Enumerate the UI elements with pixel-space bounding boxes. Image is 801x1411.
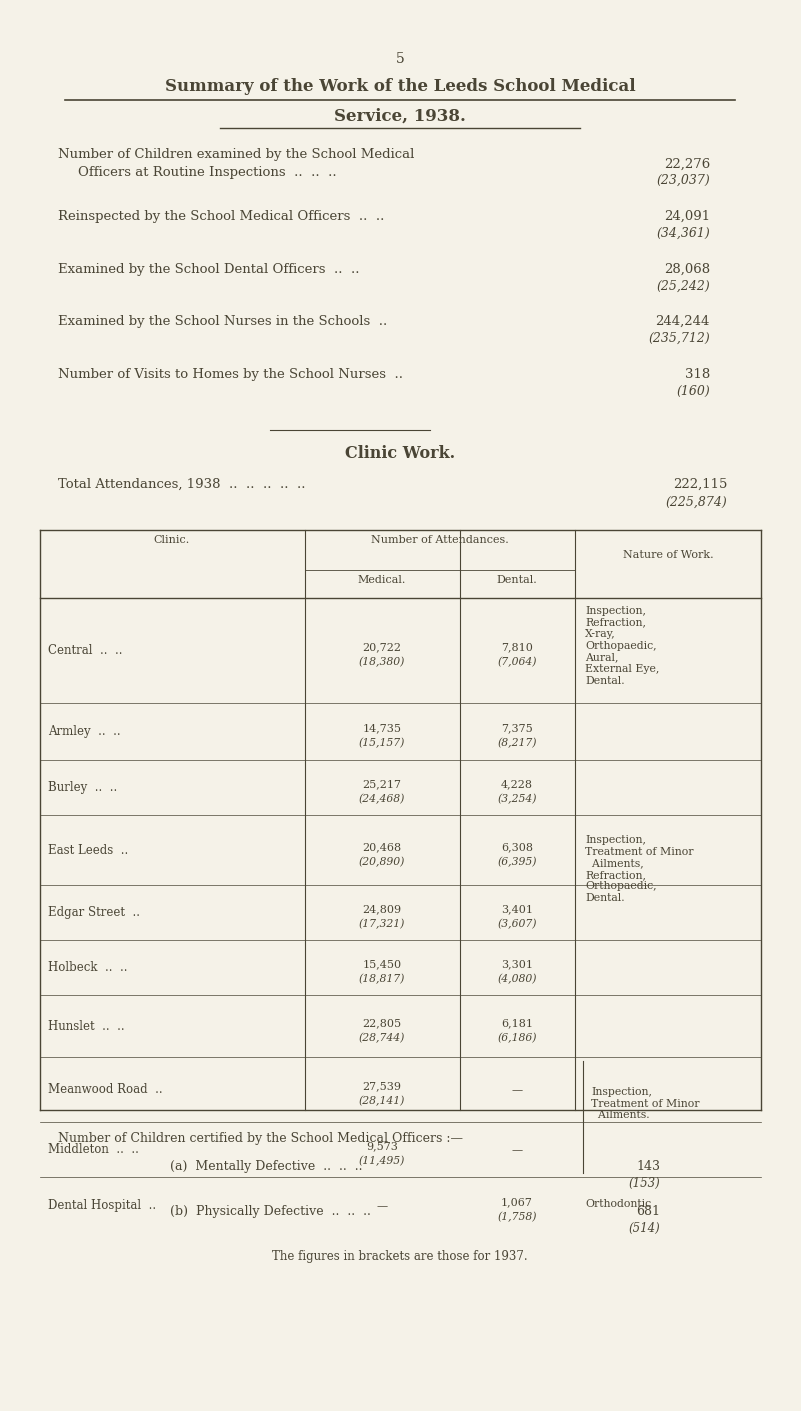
Text: (8,217): (8,217): [497, 738, 537, 748]
Text: Nature of Work.: Nature of Work.: [622, 550, 714, 560]
Text: 15,450: 15,450: [362, 959, 401, 969]
Text: 27,539: 27,539: [363, 1081, 401, 1091]
Text: 9,573: 9,573: [366, 1141, 398, 1151]
Text: Number of Visits to Homes by the School Nurses  ..: Number of Visits to Homes by the School …: [58, 368, 403, 381]
Text: —: —: [376, 1201, 388, 1211]
Text: Inspection,
Refraction,
X-ray,
Orthopaedic,
Aural,
External Eye,
Dental.: Inspection, Refraction, X-ray, Orthopaed…: [585, 605, 659, 686]
Text: Middleton  ..  ..: Middleton .. ..: [48, 1143, 139, 1156]
Text: (6,186): (6,186): [497, 1033, 537, 1043]
Text: 7,810: 7,810: [501, 642, 533, 652]
Text: (7,064): (7,064): [497, 658, 537, 667]
Text: 244,244: 244,244: [656, 315, 710, 327]
Text: (11,495): (11,495): [359, 1156, 405, 1167]
Text: (6,395): (6,395): [497, 856, 537, 868]
Text: Orthodontic: Orthodontic: [585, 1199, 651, 1209]
Text: (3,254): (3,254): [497, 794, 537, 804]
Text: (15,157): (15,157): [359, 738, 405, 748]
Text: 25,217: 25,217: [363, 779, 401, 789]
Text: Examined by the School Nurses in the Schools  ..: Examined by the School Nurses in the Sch…: [58, 315, 387, 327]
Text: 7,375: 7,375: [501, 722, 533, 732]
Text: Number of Children examined by the School Medical: Number of Children examined by the Schoo…: [58, 148, 414, 161]
Text: Burley  ..  ..: Burley .. ..: [48, 782, 117, 794]
Text: 28,068: 28,068: [664, 262, 710, 277]
Text: (20,890): (20,890): [359, 856, 405, 868]
Text: East Leeds  ..: East Leeds ..: [48, 844, 128, 856]
Text: 222,115: 222,115: [673, 478, 727, 491]
Text: Examined by the School Dental Officers  ..  ..: Examined by the School Dental Officers .…: [58, 262, 360, 277]
Text: —: —: [511, 1144, 522, 1156]
Text: Number of Attendances.: Number of Attendances.: [371, 535, 509, 545]
Text: (b)  Physically Defective  ..  ..  ..: (b) Physically Defective .. .. ..: [170, 1205, 371, 1218]
Text: Dental Hospital  ..: Dental Hospital ..: [48, 1199, 156, 1212]
Text: Summary of the Work of the Leeds School Medical: Summary of the Work of the Leeds School …: [165, 78, 635, 95]
Text: 318: 318: [685, 368, 710, 381]
Text: Officers at Routine Inspections  ..  ..  ..: Officers at Routine Inspections .. .. ..: [78, 166, 336, 179]
Text: 681: 681: [636, 1205, 660, 1218]
Text: (4,080): (4,080): [497, 974, 537, 985]
Text: 5: 5: [396, 52, 405, 66]
Text: 3,301: 3,301: [501, 959, 533, 969]
Text: (18,817): (18,817): [359, 974, 405, 985]
Text: Edgar Street  ..: Edgar Street ..: [48, 906, 140, 919]
Text: Clinic Work.: Clinic Work.: [345, 444, 455, 461]
Text: 20,468: 20,468: [362, 842, 401, 852]
Text: 22,805: 22,805: [362, 1017, 401, 1029]
Text: Holbeck  ..  ..: Holbeck .. ..: [48, 961, 127, 974]
Text: 143: 143: [636, 1160, 660, 1173]
Text: (25,242): (25,242): [656, 279, 710, 293]
Text: (28,744): (28,744): [359, 1033, 405, 1043]
Text: Number of Children certified by the School Medical Officers :—: Number of Children certified by the Scho…: [58, 1132, 463, 1144]
Text: 6,308: 6,308: [501, 842, 533, 852]
Text: The figures in brackets are those for 1937.: The figures in brackets are those for 19…: [272, 1250, 528, 1263]
Text: (153): (153): [628, 1177, 660, 1189]
Text: 24,809: 24,809: [362, 904, 401, 914]
Text: —: —: [511, 1085, 522, 1095]
Text: (225,874): (225,874): [666, 497, 727, 509]
Text: (514): (514): [628, 1222, 660, 1235]
Text: Central  ..  ..: Central .. ..: [48, 643, 123, 658]
Text: (160): (160): [676, 385, 710, 398]
Text: (34,361): (34,361): [656, 227, 710, 240]
Text: 4,228: 4,228: [501, 779, 533, 789]
Text: Medical.: Medical.: [358, 576, 406, 586]
Text: Inspection,
Treatment of Minor
  Ailments.: Inspection, Treatment of Minor Ailments.: [591, 1086, 699, 1120]
Text: (28,141): (28,141): [359, 1096, 405, 1106]
Text: (17,321): (17,321): [359, 919, 405, 930]
Text: (1,758): (1,758): [497, 1212, 537, 1222]
Text: (24,468): (24,468): [359, 794, 405, 804]
Text: Service, 1938.: Service, 1938.: [334, 109, 466, 126]
Text: Clinic.: Clinic.: [154, 535, 190, 545]
Text: Meanwood Road  ..: Meanwood Road ..: [48, 1084, 163, 1096]
Text: 14,735: 14,735: [363, 722, 401, 732]
Text: Inspection,
Treatment of Minor
  Ailments,
Refraction,
Orthopaedic,
Dental.: Inspection, Treatment of Minor Ailments,…: [585, 835, 694, 903]
Text: 3,401: 3,401: [501, 904, 533, 914]
Text: Hunslet  ..  ..: Hunslet .. ..: [48, 1020, 125, 1033]
Text: 1,067: 1,067: [501, 1197, 533, 1206]
Text: Armley  ..  ..: Armley .. ..: [48, 725, 121, 738]
Text: Dental.: Dental.: [497, 576, 537, 586]
Text: (18,380): (18,380): [359, 658, 405, 667]
Text: Reinspected by the School Medical Officers  ..  ..: Reinspected by the School Medical Office…: [58, 210, 384, 223]
Text: 20,722: 20,722: [363, 642, 401, 652]
Text: (235,712): (235,712): [648, 332, 710, 346]
Text: 24,091: 24,091: [664, 210, 710, 223]
Text: (3,607): (3,607): [497, 919, 537, 930]
Text: (23,037): (23,037): [656, 174, 710, 188]
Text: Total Attendances, 1938  ..  ..  ..  ..  ..: Total Attendances, 1938 .. .. .. .. ..: [58, 478, 305, 491]
Text: 6,181: 6,181: [501, 1017, 533, 1029]
Text: 22,276: 22,276: [664, 158, 710, 171]
Text: (a)  Mentally Defective  ..  ..  ..: (a) Mentally Defective .. .. ..: [170, 1160, 363, 1173]
